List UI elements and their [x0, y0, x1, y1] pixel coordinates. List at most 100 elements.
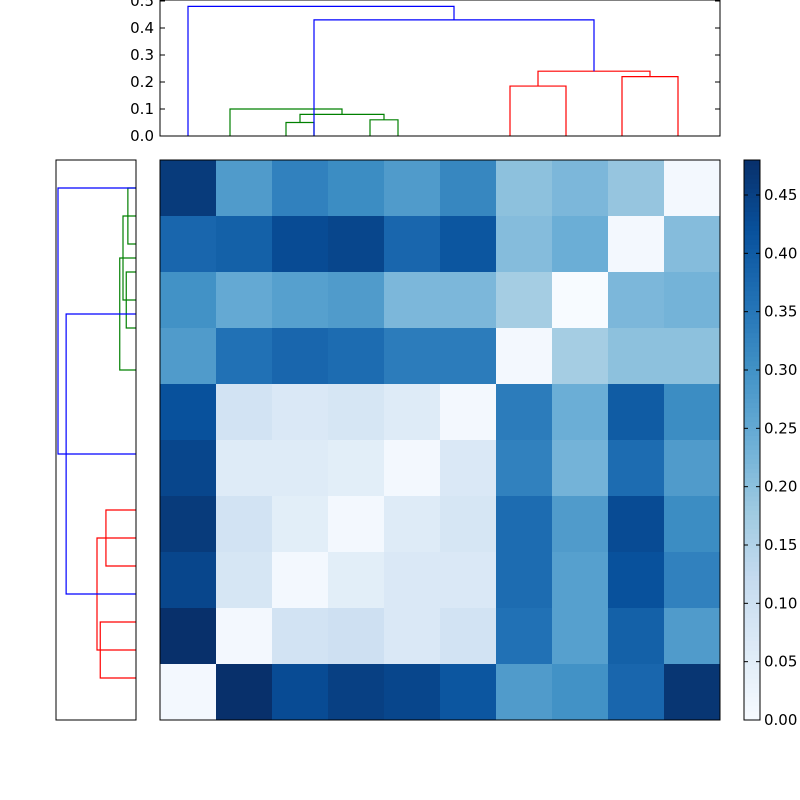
- colorbar-band: [744, 580, 760, 586]
- heatmap-cell: [440, 664, 497, 721]
- heatmap-cell: [328, 608, 385, 665]
- colorbar-band: [744, 234, 760, 240]
- heatmap-cell: [216, 160, 273, 217]
- colorbar-band: [744, 206, 760, 212]
- colorbar-band: [744, 216, 760, 222]
- colorbar-tick-label: 0.20: [764, 478, 797, 496]
- colorbar-band: [744, 687, 760, 693]
- colorbar-band: [744, 379, 760, 385]
- heatmap-cell: [272, 272, 329, 329]
- colorbar-band: [744, 244, 760, 250]
- colorbar-band: [744, 538, 760, 544]
- colorbar-band: [744, 482, 760, 488]
- heatmap-cell: [216, 328, 273, 385]
- heatmap-cell: [160, 496, 217, 553]
- colorbar-band: [744, 412, 760, 418]
- colorbar-band: [744, 426, 760, 432]
- colorbar-band: [744, 584, 760, 590]
- colorbar-band: [744, 636, 760, 642]
- colorbar-band: [744, 566, 760, 572]
- top-dendrogram-axis: 0.0 0.1 0.2 0.3 0.4 0.5: [130, 0, 720, 145]
- colorbar-band: [744, 370, 760, 376]
- colorbar-band: [744, 272, 760, 278]
- colorbar-band: [744, 342, 760, 348]
- colorbar-band: [744, 692, 760, 698]
- heatmap-cell: [664, 608, 721, 665]
- colorbar-band: [744, 351, 760, 357]
- colorbar-band: [744, 542, 760, 548]
- heatmap-cell: [608, 552, 665, 609]
- heatmap-cell: [496, 552, 553, 609]
- heatmap-cell: [664, 552, 721, 609]
- heatmap-cell: [608, 608, 665, 665]
- heatmap-cell: [272, 440, 329, 497]
- heatmap-cell: [216, 384, 273, 441]
- colorbar-band: [744, 239, 760, 245]
- colorbar-band: [744, 178, 760, 184]
- colorbar-band: [744, 631, 760, 637]
- colorbar-band: [744, 552, 760, 558]
- heatmap-cell: [496, 160, 553, 217]
- colorbar-band: [744, 435, 760, 441]
- heatmap-cell: [664, 496, 721, 553]
- left-dendrogram: [57, 187, 136, 679]
- colorbar-band: [744, 384, 760, 390]
- top-dendrogram-link: [537, 70, 651, 87]
- colorbar-band: [744, 622, 760, 628]
- colorbar-frame: [743, 159, 761, 721]
- heatmap-cell: [608, 664, 665, 721]
- heatmap-cell: [272, 664, 329, 721]
- heatmap-cell: [496, 496, 553, 553]
- heatmap-cell: [440, 272, 497, 329]
- heatmap-cell: [440, 608, 497, 665]
- colorbar-band: [744, 617, 760, 623]
- colorbar-band: [744, 295, 760, 301]
- top-axis-tick-label: 0.5: [130, 0, 154, 10]
- heatmap-cell: [440, 552, 497, 609]
- colorbar-band: [744, 640, 760, 646]
- heatmap-cell: [216, 272, 273, 329]
- colorbar-band: [744, 491, 760, 497]
- colorbar-band: [744, 645, 760, 651]
- colorbar-band: [744, 472, 760, 478]
- heatmap-cell: [440, 440, 497, 497]
- colorbar-band: [744, 290, 760, 296]
- heatmap-cell: [496, 328, 553, 385]
- heatmap-cell: [384, 160, 441, 217]
- colorbar-tick-label: 0.25: [764, 419, 797, 437]
- heatmap-cell: [496, 440, 553, 497]
- heatmap-cell: [552, 496, 609, 553]
- colorbar-band: [744, 407, 760, 413]
- heatmap-cell: [328, 272, 385, 329]
- heatmap-cell: [664, 664, 721, 721]
- heatmap-cell: [160, 328, 217, 385]
- left-dendrogram-link: [57, 187, 136, 455]
- top-dendrogram-link: [313, 19, 595, 136]
- colorbar-band: [744, 533, 760, 539]
- colorbar-band: [744, 710, 760, 716]
- left-dendrogram-frame: [55, 159, 137, 721]
- colorbar-band: [744, 360, 760, 366]
- colorbar-tick-label: 0.45: [764, 186, 797, 204]
- colorbar-band: [744, 300, 760, 306]
- heatmap-cell: [328, 440, 385, 497]
- heatmap-cell: [440, 216, 497, 273]
- colorbar-tick-label: 0.40: [764, 244, 797, 262]
- top-dendrogram-link: [285, 121, 315, 136]
- heatmap-cell: [608, 328, 665, 385]
- heatmap-cell: [552, 328, 609, 385]
- colorbar-band: [744, 626, 760, 632]
- heatmap-cell: [384, 216, 441, 273]
- colorbar-tick-label: 0.05: [764, 653, 797, 671]
- heatmap-cell: [608, 496, 665, 553]
- colorbar-band: [744, 612, 760, 618]
- colorbar-band: [744, 510, 760, 516]
- heatmap-cell: [160, 272, 217, 329]
- colorbar-band: [744, 561, 760, 567]
- colorbar-band: [744, 514, 760, 520]
- heatmap-cell: [216, 608, 273, 665]
- colorbar-band: [744, 253, 760, 259]
- colorbar-band: [744, 309, 760, 315]
- colorbar-band: [744, 570, 760, 576]
- heatmap-cell: [552, 552, 609, 609]
